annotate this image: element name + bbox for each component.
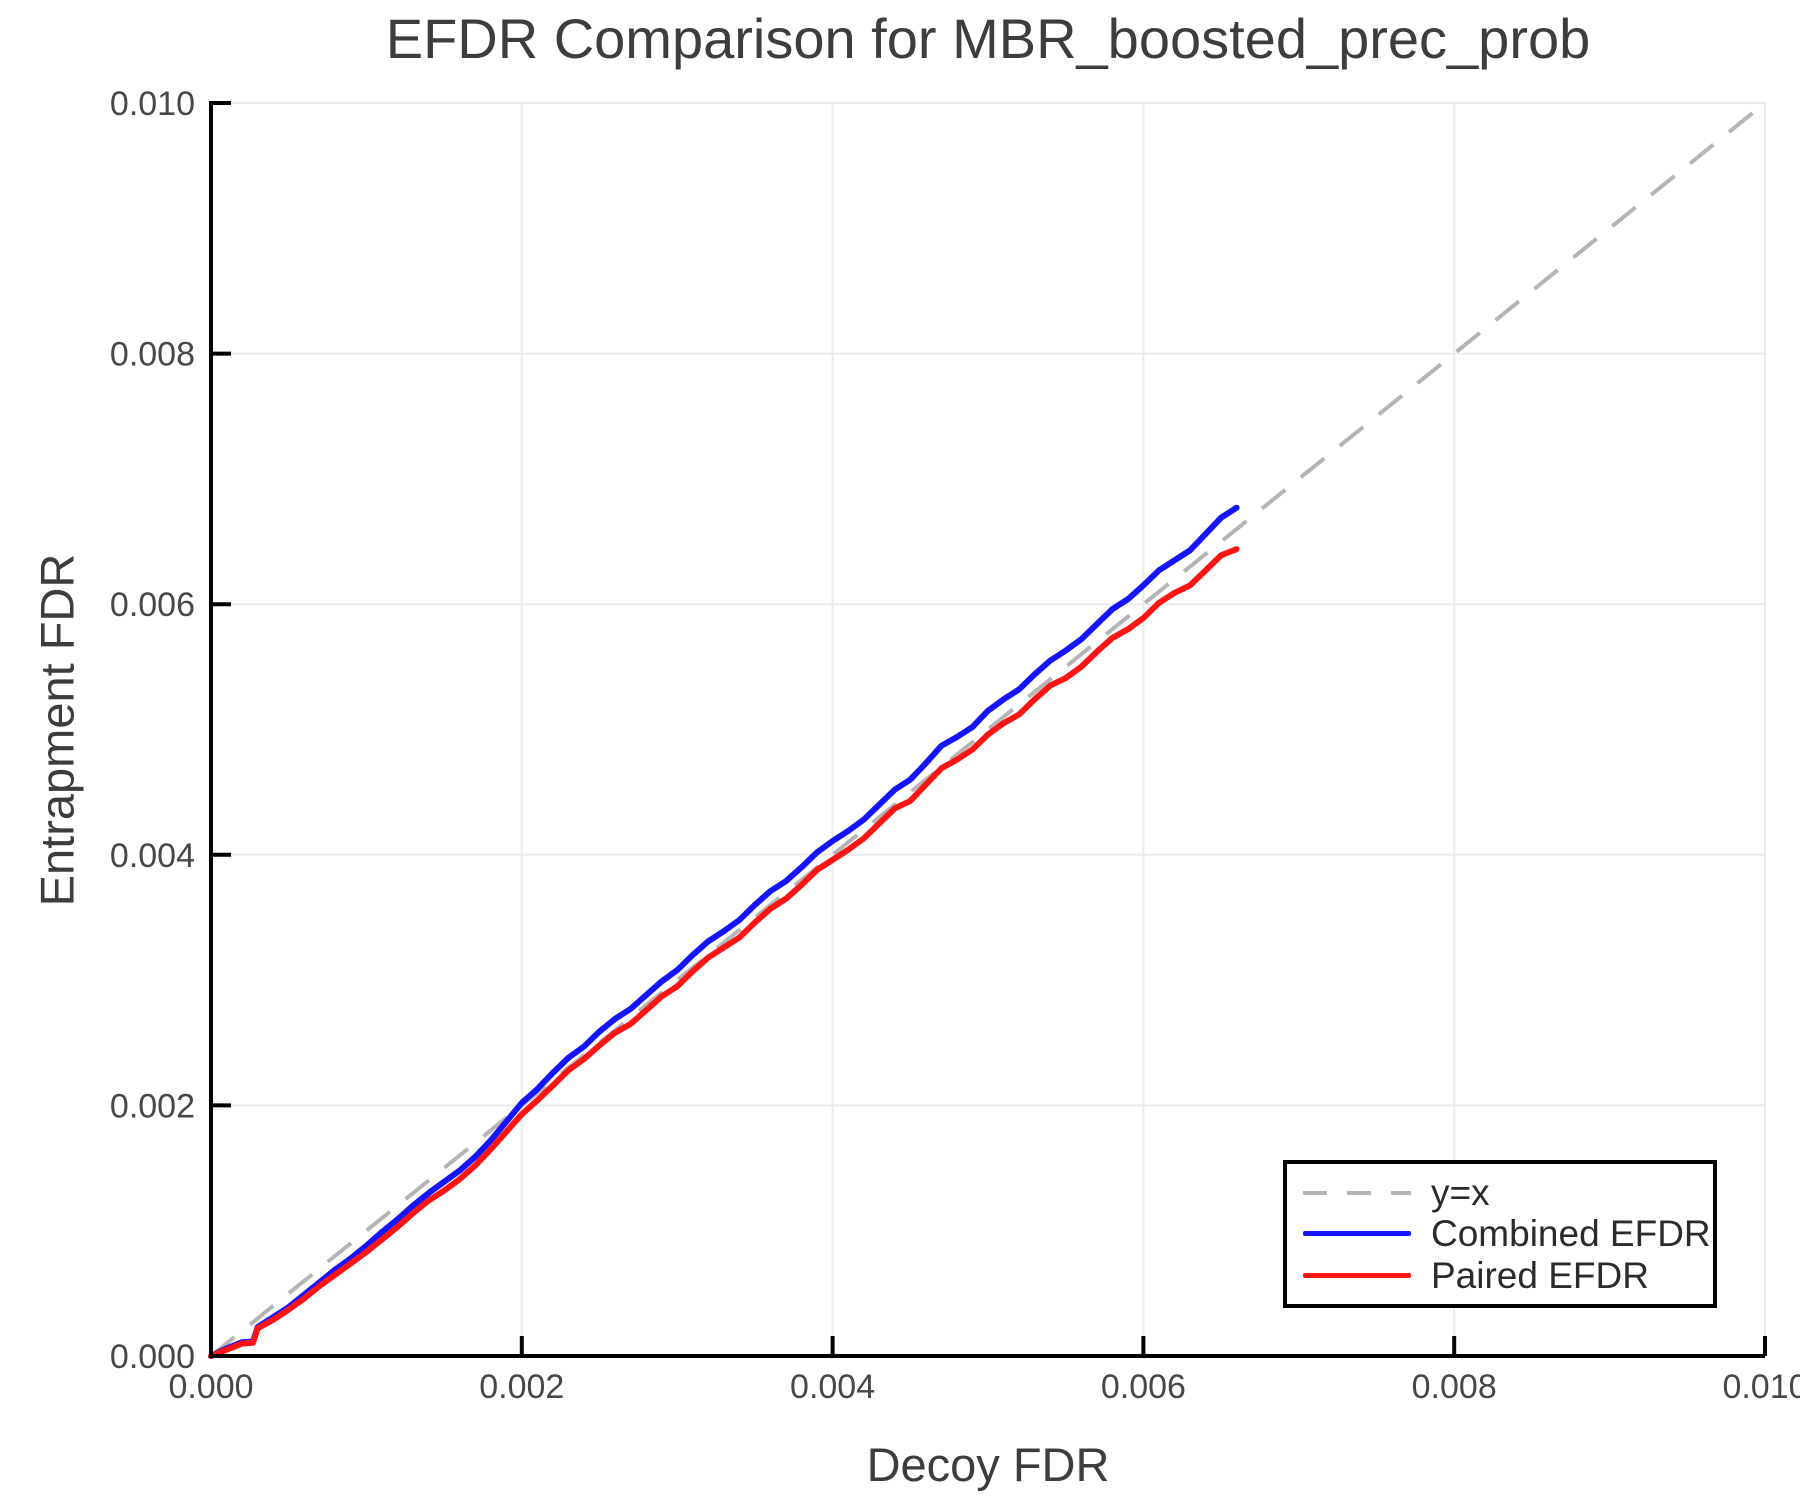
legend-item-paired: Paired EFDR <box>1303 1254 1703 1296</box>
legend-item-combined: Combined EFDR <box>1303 1215 1711 1252</box>
legend: y=x Combined EFDR Paired EFDR <box>1283 1160 1717 1308</box>
dashed-line-sample-icon <box>1303 1190 1411 1195</box>
x-tick-label: 0.006 <box>1101 1368 1186 1406</box>
y-tick-label: 0.002 <box>110 1087 195 1125</box>
y-equals-x-line <box>209 101 1767 1358</box>
legend-item-yx: y=x <box>1303 1172 1703 1214</box>
legend-label-combined: Combined EFDR <box>1431 1213 1711 1255</box>
x-axis-label: Decoy FDR <box>866 1438 1110 1491</box>
legend-label-paired: Paired EFDR <box>1431 1254 1649 1296</box>
y-tick-label: 0.000 <box>110 1338 195 1376</box>
chart-title: EFDR Comparison for MBR_boosted_prec_pro… <box>385 7 1591 70</box>
x-tick-label: 0.008 <box>1412 1368 1497 1406</box>
blue-line-sample-icon <box>1303 1231 1411 1237</box>
x-tick-label: 0.002 <box>479 1368 564 1406</box>
y-tick-label: 0.006 <box>110 586 195 624</box>
paired-efdr-line <box>208 546 1240 1359</box>
red-line-sample-icon <box>1303 1272 1411 1278</box>
y-tick-label: 0.004 <box>110 837 195 875</box>
legend-label-yx: y=x <box>1431 1172 1490 1214</box>
x-tick-label: 0.004 <box>790 1368 875 1406</box>
y-tick-label: 0.008 <box>110 336 195 374</box>
y-tick-label: 0.010 <box>110 85 195 123</box>
y-axis-label: Entrapment FDR <box>30 553 84 907</box>
combined-efdr-line <box>208 504 1240 1359</box>
x-tick-label: 0.000 <box>168 1368 253 1406</box>
x-tick-label: 0.010 <box>1722 1368 1800 1406</box>
